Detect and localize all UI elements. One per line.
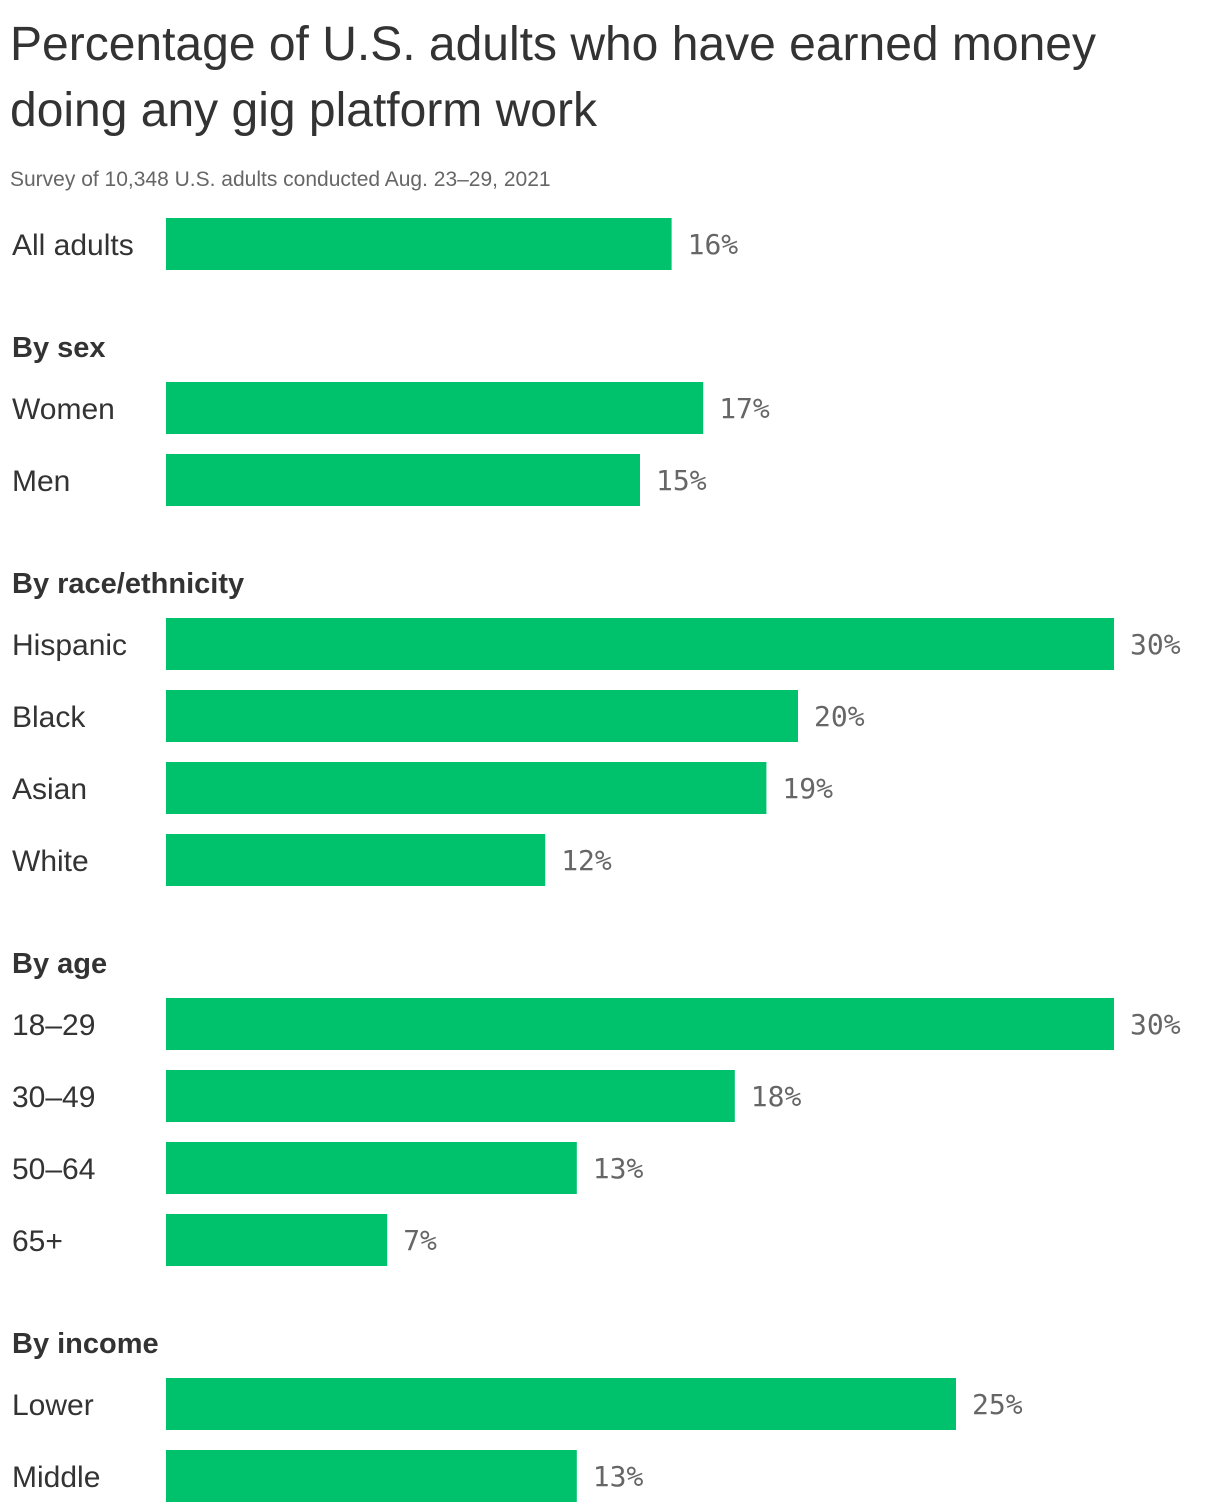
value-label-30-49: 18% [751, 1080, 802, 1113]
bar-black [166, 690, 798, 742]
category-label-65: 65+ [12, 1225, 63, 1258]
value-label-women: 17% [719, 392, 770, 425]
category-label-50-64: 50–64 [12, 1153, 95, 1186]
category-label-men: Men [12, 465, 70, 498]
value-label-18-29: 30% [1130, 1008, 1181, 1041]
category-label-black: Black [12, 701, 86, 734]
category-label-lower: Lower [12, 1389, 94, 1422]
group-label-by-sex: By sex [12, 332, 106, 364]
value-label-asian: 19% [782, 772, 833, 805]
group-label-by-age: By age [12, 948, 107, 980]
value-label-white: 12% [561, 844, 612, 877]
bar-50-64 [166, 1142, 577, 1194]
value-label-hispanic: 30% [1130, 628, 1181, 661]
value-label-all-adults: 16% [688, 228, 739, 261]
bar-asian [166, 762, 767, 814]
bar-lower [166, 1378, 956, 1430]
value-label-50-64: 13% [593, 1152, 644, 1185]
chart-title: Percentage of U.S. adults who have earne… [10, 18, 1096, 137]
group-label-by-income: By income [12, 1328, 159, 1360]
category-label-white: White [12, 845, 89, 878]
bar-all-adults [166, 218, 672, 270]
category-label-30-49: 30–49 [12, 1081, 95, 1114]
category-label-all-adults: All adults [12, 229, 134, 262]
category-label-hispanic: Hispanic [12, 629, 127, 662]
bar-white [166, 834, 546, 886]
bar-30-49 [166, 1070, 735, 1122]
bar-hispanic [166, 618, 1114, 670]
value-label-men: 15% [656, 464, 707, 497]
bar-women [166, 382, 704, 434]
value-label-65: 7% [403, 1224, 437, 1257]
bar-middle [166, 1450, 577, 1502]
bar-men [166, 454, 640, 506]
category-label-18-29: 18–29 [12, 1009, 95, 1042]
value-label-black: 20% [814, 700, 865, 733]
bar-18-29 [166, 998, 1114, 1050]
value-label-middle: 13% [593, 1460, 644, 1493]
chart-subtitle: Survey of 10,348 U.S. adults conducted A… [10, 168, 551, 191]
category-label-asian: Asian [12, 773, 87, 806]
bar-65 [166, 1214, 388, 1266]
category-label-women: Women [12, 393, 115, 426]
value-label-lower: 25% [972, 1388, 1023, 1421]
group-label-by-race-ethnicity: By race/ethnicity [12, 568, 244, 600]
category-label-middle: Middle [12, 1461, 100, 1494]
